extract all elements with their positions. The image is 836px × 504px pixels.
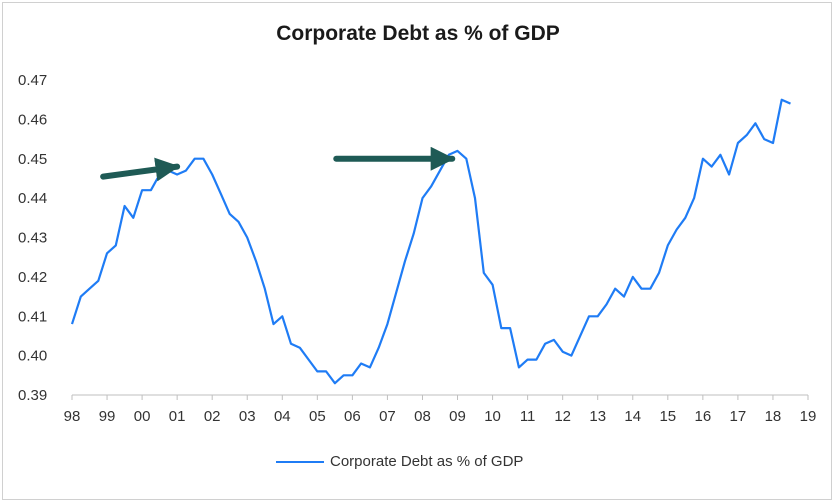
y-tick-label: 0.47 — [18, 72, 47, 89]
x-tick-label: 99 — [99, 408, 116, 425]
x-tick-label: 00 — [134, 408, 151, 425]
x-tick-label: 06 — [344, 408, 361, 425]
x-tick-label: 18 — [765, 408, 782, 425]
series-line — [70, 98, 791, 385]
legend-label: Corporate Debt as % of GDP — [330, 453, 524, 470]
y-tick-label: 0.41 — [18, 308, 47, 325]
x-tick-label: 19 — [800, 408, 817, 425]
x-tick-label: 05 — [309, 408, 326, 425]
x-tick-label: 10 — [484, 408, 501, 425]
x-tick-label: 03 — [239, 408, 256, 425]
annotation-arrow — [100, 157, 181, 182]
x-tick-label: 02 — [204, 408, 221, 425]
x-tick-label: 14 — [624, 408, 641, 425]
x-tick-label: 07 — [379, 408, 396, 425]
y-tick-label: 0.43 — [18, 230, 47, 247]
x-axis: 98 99 00 01 02 03 04 05 06 07 08 09 10 11 12 13 14 15 16 17… — [64, 394, 817, 425]
y-tick-label: 0.39 — [18, 387, 47, 404]
y-tick-label: 0.45 — [18, 151, 47, 168]
y-tick-label: 0.46 — [18, 111, 47, 128]
x-tick-label: 04 — [274, 408, 291, 425]
legend-swatch — [276, 460, 324, 463]
x-tick-label: 11 — [520, 408, 536, 425]
annotations — [100, 146, 456, 182]
chart-title: Corporate Debt as % of GDP — [276, 22, 560, 45]
x-tick-label: 09 — [449, 408, 466, 425]
y-tick-label: 0.40 — [18, 348, 47, 365]
x-tick-label: 98 — [64, 408, 81, 425]
x-tick-label: 13 — [589, 408, 606, 425]
legend: Corporate Debt as % of GDP — [276, 453, 523, 470]
x-tick-label: 08 — [414, 408, 431, 425]
x-tick-label: 15 — [659, 408, 676, 425]
x-tick-label: 12 — [554, 408, 571, 425]
x-tick-label: 16 — [695, 408, 712, 425]
y-axis: 0.47 0.46 0.45 0.44 0.43 0.42 0.41 0.40 0.39 — [18, 72, 47, 404]
x-tick-label: 01 — [169, 408, 186, 425]
y-tick-label: 0.42 — [18, 269, 47, 286]
x-tick-label: 17 — [730, 408, 747, 425]
y-tick-label: 0.44 — [18, 190, 47, 207]
series-layer — [70, 98, 791, 385]
